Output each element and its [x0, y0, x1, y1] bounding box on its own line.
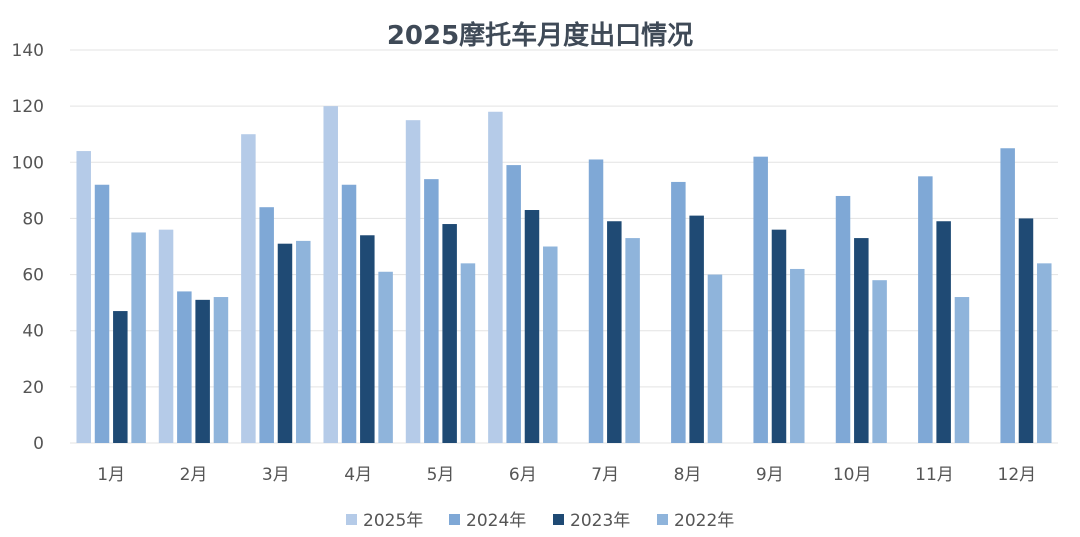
bar	[195, 299, 210, 443]
y-tick-label: 120	[12, 97, 44, 117]
y-tick-label: 40	[22, 322, 44, 342]
bar	[424, 179, 439, 443]
bar	[790, 268, 805, 443]
bar	[543, 246, 558, 443]
legend-label: 2022年	[674, 511, 734, 531]
bar	[360, 235, 375, 443]
bar	[854, 238, 869, 443]
bar	[588, 159, 604, 444]
legend-swatch	[553, 514, 564, 525]
legend-label: 2023年	[570, 511, 630, 531]
bar	[872, 280, 887, 443]
x-tick-label: 1月	[97, 465, 125, 485]
bar	[113, 311, 128, 443]
legend: 2025年 2024年 2023年 2022年	[346, 511, 734, 531]
x-tick-label: 10月	[833, 465, 872, 485]
bar	[259, 207, 274, 443]
bar	[442, 224, 457, 443]
y-tick-label: 20	[22, 378, 44, 398]
bar	[405, 120, 421, 444]
chart-title: 2025摩托车月度出口情况	[387, 20, 693, 51]
y-axis-ticks: 0 20 40 60 80 100 120 140	[12, 41, 44, 454]
bar	[1000, 148, 1015, 443]
x-tick-label: 11月	[915, 465, 954, 485]
legend-swatch	[346, 514, 357, 525]
bar	[76, 151, 91, 443]
x-tick-label: 8月	[674, 465, 702, 485]
x-tick-label: 5月	[427, 465, 455, 485]
bar	[296, 240, 311, 443]
x-tick-label: 2月	[180, 465, 208, 485]
legend-swatch	[657, 514, 668, 525]
bar	[323, 106, 338, 443]
y-tick-label: 0	[33, 434, 44, 454]
bar	[460, 263, 476, 443]
bar	[689, 215, 704, 443]
bar	[954, 297, 970, 443]
x-tick-label: 9月	[756, 465, 784, 485]
bar	[1037, 263, 1052, 443]
bar	[671, 181, 686, 443]
bar	[1018, 218, 1034, 443]
bar	[707, 274, 723, 443]
bar	[213, 297, 229, 443]
legend-label: 2025年	[363, 511, 423, 531]
bar	[241, 134, 256, 443]
legend-label: 2024年	[466, 511, 526, 531]
bar	[771, 229, 787, 443]
bar	[625, 238, 640, 443]
bar	[918, 176, 933, 443]
bar	[835, 195, 851, 443]
bar	[341, 184, 357, 444]
x-tick-label: 6月	[509, 465, 537, 485]
x-tick-label: 12月	[998, 465, 1037, 485]
bar	[607, 221, 622, 443]
bar	[936, 221, 951, 443]
bar	[158, 229, 174, 443]
y-tick-label: 100	[12, 153, 44, 173]
bars-layer	[76, 106, 1052, 444]
bar	[378, 271, 393, 443]
bar	[277, 243, 293, 443]
bar	[488, 111, 503, 443]
x-tick-label: 4月	[344, 465, 372, 485]
x-tick-label: 7月	[591, 465, 619, 485]
y-tick-label: 80	[22, 209, 44, 229]
bar	[753, 156, 768, 444]
y-tick-label: 140	[12, 41, 44, 61]
bar	[131, 232, 146, 443]
x-tick-label: 3月	[262, 465, 290, 485]
legend-swatch	[449, 514, 460, 525]
bar	[177, 291, 192, 443]
y-tick-label: 60	[22, 266, 44, 286]
x-axis-ticks: 1月 2月 3月 4月 5月 6月 7月 8月 9月 10月 11月 12月	[97, 465, 1036, 485]
grid-layer	[70, 49, 1058, 444]
bar	[524, 210, 540, 443]
bar	[506, 165, 521, 443]
bar	[94, 184, 110, 444]
